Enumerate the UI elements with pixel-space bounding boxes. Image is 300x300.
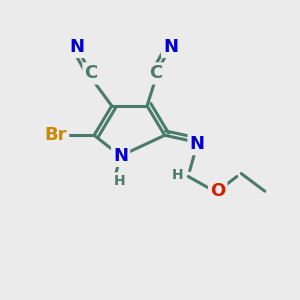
Text: H: H bbox=[113, 174, 125, 188]
Text: O: O bbox=[210, 182, 225, 200]
Text: N: N bbox=[163, 38, 178, 56]
Text: N: N bbox=[190, 135, 205, 153]
Text: C: C bbox=[85, 64, 98, 82]
Text: H: H bbox=[172, 168, 184, 182]
Text: N: N bbox=[113, 147, 128, 165]
Text: C: C bbox=[149, 64, 163, 82]
Text: N: N bbox=[69, 38, 84, 56]
Text: Br: Br bbox=[44, 126, 67, 144]
